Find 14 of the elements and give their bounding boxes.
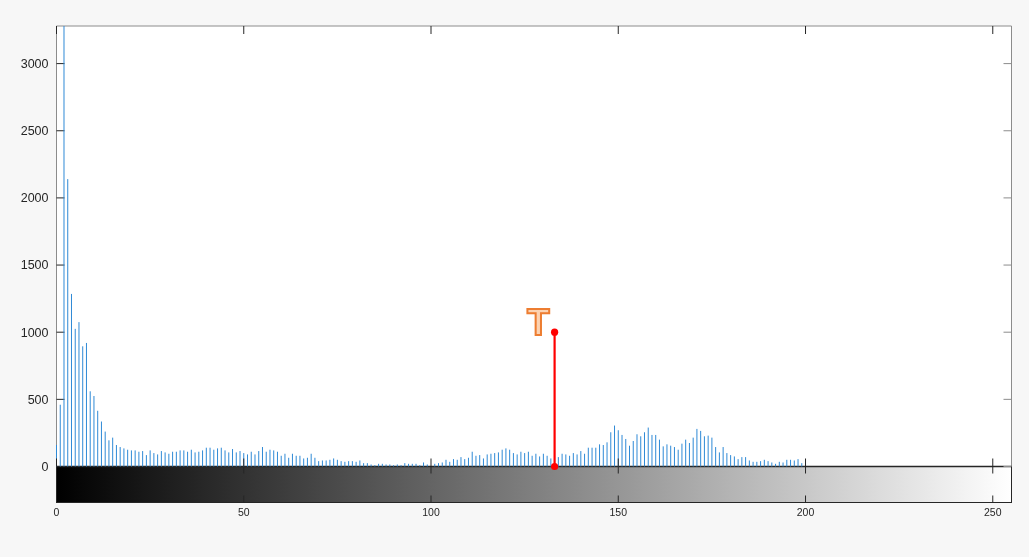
y-tick-label: 0 [41,459,49,474]
x-tick-label: 100 [422,505,440,518]
annotation: T [526,302,550,344]
y-tick-label: 2500 [20,124,49,139]
x-tick-label: 200 [796,505,815,518]
y-tick-label: 1000 [20,325,49,340]
x-tick-label: 150 [609,505,628,518]
y-tick-label: 3000 [20,56,49,71]
x-tick-label: 50 [237,505,250,518]
x-tick-label: 250 [984,505,1002,518]
y-tick-label: 1500 [20,258,49,273]
x-tick-label: 0 [53,505,60,518]
y-tick-label: 500 [27,392,49,407]
y-tick-label: 2000 [20,191,49,206]
